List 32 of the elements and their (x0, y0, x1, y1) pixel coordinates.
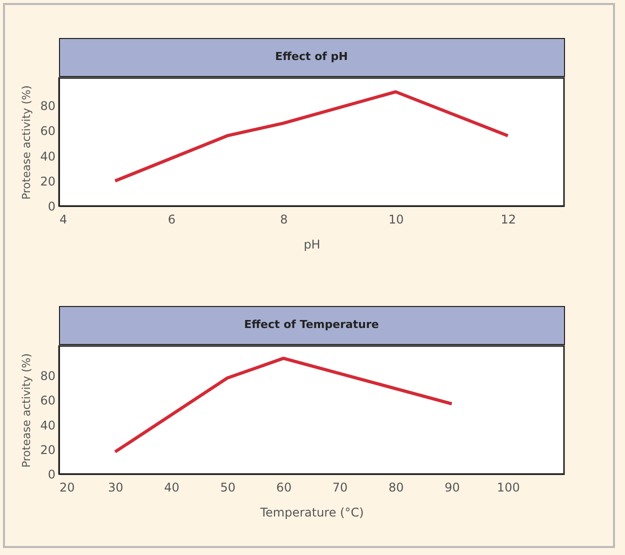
x-axis-title: pH (304, 238, 320, 252)
y-tick-label: 0 (48, 468, 56, 482)
line-series (114, 90, 510, 182)
y-axis-title: Protease activity (%) (20, 85, 34, 200)
x-tick-label: 30 (108, 480, 124, 494)
y-tick-label: 40 (40, 418, 56, 432)
x-tick-label: 4 (60, 212, 68, 226)
x-tick-label: 10 (388, 212, 404, 226)
y-tick-label: 20 (40, 174, 56, 188)
x-tick-label: 80 (388, 480, 404, 494)
x-tick-label: 40 (164, 480, 180, 494)
chart-title: Effect of pH (275, 50, 348, 63)
line-series (114, 356, 454, 454)
x-tick-label: 90 (444, 480, 460, 494)
x-axis-title: Temperature (°C) (259, 506, 364, 520)
x-tick-label: 12 (500, 212, 516, 226)
x-tick-label: 8 (280, 212, 288, 226)
chart-title: Effect of Temperature (244, 318, 379, 331)
y-tick-label: 20 (40, 442, 56, 457)
y-tick-label: 80 (40, 99, 56, 114)
y-tick-label: 80 (40, 369, 56, 384)
y-tick-label: 60 (40, 394, 56, 408)
x-tick-label: 6 (168, 212, 176, 226)
x-tick-label: 50 (220, 480, 236, 494)
x-tick-label: 100 (496, 480, 520, 494)
y-tick-label: 0 (48, 200, 56, 214)
x-tick-label: 20 (60, 480, 75, 494)
y-tick-label: 40 (40, 149, 56, 164)
y-axis-title: Protease activity (%) (20, 353, 34, 468)
x-tick-label: 70 (332, 480, 348, 494)
y-tick-label: 60 (40, 124, 56, 138)
x-tick-label: 60 (276, 480, 292, 494)
